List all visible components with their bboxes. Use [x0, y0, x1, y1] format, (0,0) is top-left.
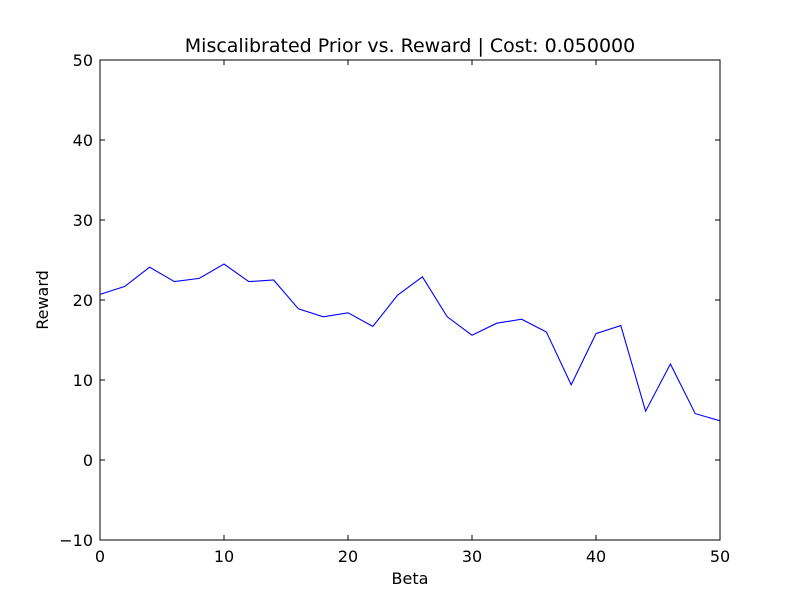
y-tick-label: 40	[73, 131, 93, 150]
x-tick-label: 20	[338, 547, 358, 566]
y-tick-label: 10	[73, 371, 93, 390]
plot-area	[99, 263, 721, 422]
x-tick-label: 10	[214, 547, 234, 566]
y-tick-label: 50	[73, 51, 93, 70]
series-line-0	[99, 263, 721, 422]
y-tick-label: 20	[73, 291, 93, 310]
x-axis-label: Beta	[392, 569, 429, 588]
y-tick-label: 30	[73, 211, 93, 230]
y-tick-label: 0	[83, 451, 93, 470]
y-tick-label: −10	[59, 531, 93, 550]
x-tick-label: 40	[586, 547, 606, 566]
chart-title: Miscalibrated Prior vs. Reward | Cost: 0…	[185, 35, 635, 57]
x-tick-label: 30	[462, 547, 482, 566]
y-axis-label: Reward	[33, 270, 52, 330]
x-tick-label: 50	[710, 547, 730, 566]
x-tick-label: 0	[95, 547, 105, 566]
plot-frame	[99, 59, 721, 541]
